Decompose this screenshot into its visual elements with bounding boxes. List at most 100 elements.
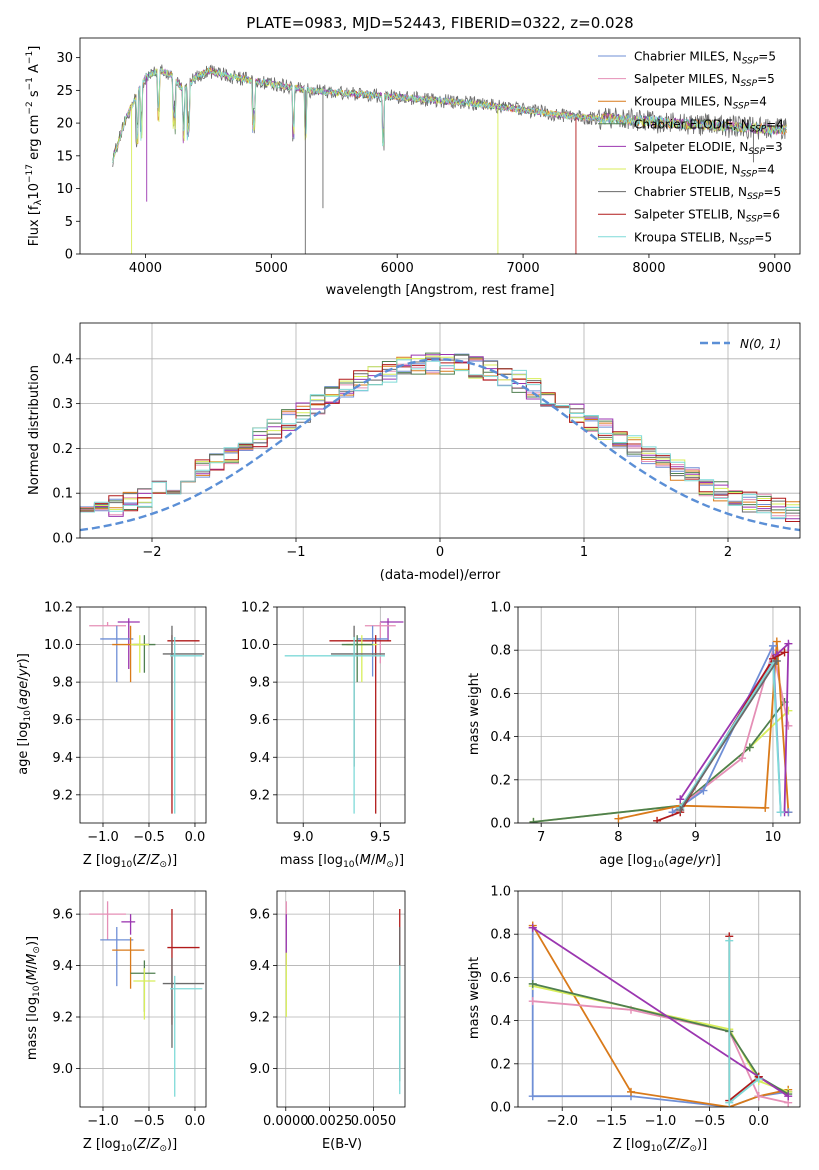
y-tick-label: 0.4 [490, 730, 511, 745]
y-tick-label: 9.2 [249, 788, 270, 803]
errorbars [89, 618, 205, 814]
weight-line [728, 940, 760, 1105]
y-tick-label: 9.4 [52, 751, 73, 766]
y-tick-label: 9.4 [52, 959, 73, 974]
age-weight-panel: 7 8 9 10 0.0 0.2 0.4 0.6 0.8 1.0 [490, 601, 801, 845]
age-weight-xlabel: age [log10(age/yr)] [599, 853, 721, 870]
y-tick-label: 9.2 [52, 1011, 73, 1026]
legend-entry: Salpeter STELIB, NSSP=6 [634, 208, 780, 225]
spectrum-xlabel-group: wavelength [Angstrom, rest frame] [326, 283, 555, 298]
residual-ylabel: Normed distribution [27, 365, 42, 495]
x-tick-label: 8000 [632, 261, 665, 276]
y-tick-label: 10.2 [44, 601, 73, 616]
weight-marker [772, 657, 781, 665]
x-tick-label: −0.5 [694, 1114, 726, 1129]
x-tick-label: 7 [537, 830, 545, 845]
weight-marker [761, 803, 770, 812]
spectrum-panel: 4000 5000 6000 7000 8000 9000 0 5 10 15 20 25 30 Chab… [56, 37, 801, 276]
x-tick-label: 9.5 [370, 830, 391, 845]
y-tick-label: 9.6 [249, 713, 270, 728]
y-tick-label: 0.0 [52, 532, 73, 547]
x-tick-label: 9.0 [293, 830, 314, 845]
x-tick-label: −2.0 [546, 1114, 578, 1129]
y-tick-label: 25 [56, 84, 73, 99]
weight-marker [653, 816, 662, 823]
y-tick-label: 9.0 [52, 1062, 73, 1077]
axes-frame [79, 37, 801, 255]
x-tick-label: 2 [724, 545, 732, 560]
residual-xlabel: (data-model)/error [380, 568, 501, 583]
z-weight-ylabel: mass weight [467, 957, 482, 1039]
x-tick-label: 0.0 [185, 830, 206, 845]
weight-marker [528, 997, 537, 1006]
weight-marker [699, 786, 708, 795]
ebv-mass-xlabel: E(B-V) [322, 1137, 362, 1152]
x-tick-label: −1 [286, 545, 305, 560]
axes-frame [276, 606, 406, 824]
age-weight-ylabel: mass weight [467, 673, 482, 755]
y-tick-label: 10.0 [44, 638, 73, 653]
x-tick-label: 0.0000 [263, 1114, 309, 1129]
errorbars [284, 618, 404, 814]
weight-marker [738, 754, 747, 763]
y-tick-label: 20 [56, 117, 73, 132]
legend-entry: Chabrier MILES, NSSP=5 [634, 50, 776, 67]
z-mass-panel: −1.0 −0.5 0.0 9.0 9.2 9.4 9.6 [52, 890, 207, 1129]
z-weight-xlabel: Z [log10(Z/Z⊙)] [613, 1137, 707, 1154]
y-tick-label: 0.8 [490, 644, 511, 659]
x-tick-label: 0.0050 [351, 1114, 397, 1129]
x-tick-label: 8 [614, 830, 622, 845]
histogram-series [80, 359, 800, 527]
y-tick-label: 9.2 [249, 1011, 270, 1026]
weight-line [532, 926, 789, 1097]
y-tick-label: 30 [56, 51, 73, 66]
y-tick-label: 0.6 [490, 687, 511, 702]
weight-marker [528, 923, 537, 932]
z-age-ylabel: age [log10(age/yr)] [16, 653, 33, 775]
spectrum-xlabel: wavelength [Angstrom, rest frame] [326, 283, 555, 298]
y-tick-label: 0.4 [52, 352, 73, 367]
y-tick-label: 9.6 [52, 908, 73, 923]
x-tick-label: −1.5 [596, 1114, 628, 1129]
z-weight-panel: −2.0 −1.5 −1.0 −0.5 0.0 0.0 0.2 0.4 0.6 0.8 1.0 [490, 885, 801, 1129]
weight-line [533, 701, 786, 823]
weight-marker [745, 743, 754, 752]
weight-marker [676, 806, 685, 815]
weight-marker [776, 808, 785, 817]
z-mass-xlabel: Z [log10(Z/Z⊙)] [83, 1137, 177, 1154]
legend-entry: Chabrier ELODIE, NSSP=4 [634, 117, 784, 134]
y-tick-label: 9.2 [52, 788, 73, 803]
y-tick-label: 0 [65, 248, 73, 263]
weight-marker [784, 1092, 793, 1101]
weight-marker [754, 1074, 763, 1083]
x-tick-label: 5000 [255, 261, 288, 276]
z-age-panel: −1.0 −0.5 0.0 9.2 9.4 9.6 9.8 10.0 10.2 [44, 601, 207, 845]
histogram-lines [80, 352, 800, 532]
weight-lines [528, 921, 793, 1107]
weight-marker [754, 1092, 763, 1101]
y-tick-label: 9.8 [52, 676, 73, 691]
weight-lines [529, 637, 793, 823]
y-tick-label: 1.0 [490, 601, 511, 616]
axes-frame [79, 890, 207, 1108]
spectrum-ylabel: Flux [fλ10−17 erg cm−2 s−1 A−1] [25, 46, 44, 247]
y-tick-label: 1.0 [490, 885, 511, 900]
x-tick-label: 0.0 [185, 1114, 206, 1129]
y-tick-label: 15 [56, 149, 73, 164]
y-tick-label: 0.3 [52, 397, 73, 412]
y-tick-label: 9.4 [249, 959, 270, 974]
axes-frame [517, 606, 801, 824]
weight-marker [768, 641, 777, 650]
weight-marker [780, 648, 789, 657]
x-tick-label: 1 [580, 545, 588, 560]
legend-entry: Salpeter ELODIE, NSSP=3 [634, 140, 783, 157]
mass-age-xlabel: mass [log10(M/M⊙)] [280, 853, 404, 870]
y-tick-label: 0.6 [490, 971, 511, 986]
x-tick-label: −0.5 [133, 1114, 165, 1129]
y-tick-label: 10.0 [241, 638, 270, 653]
legend-entry: Chabrier STELIB, NSSP=5 [634, 185, 781, 202]
legend-entry: Kroupa STELIB, NSSP=5 [634, 230, 772, 247]
weight-marker [725, 936, 734, 945]
x-tick-label: 9 [692, 830, 700, 845]
